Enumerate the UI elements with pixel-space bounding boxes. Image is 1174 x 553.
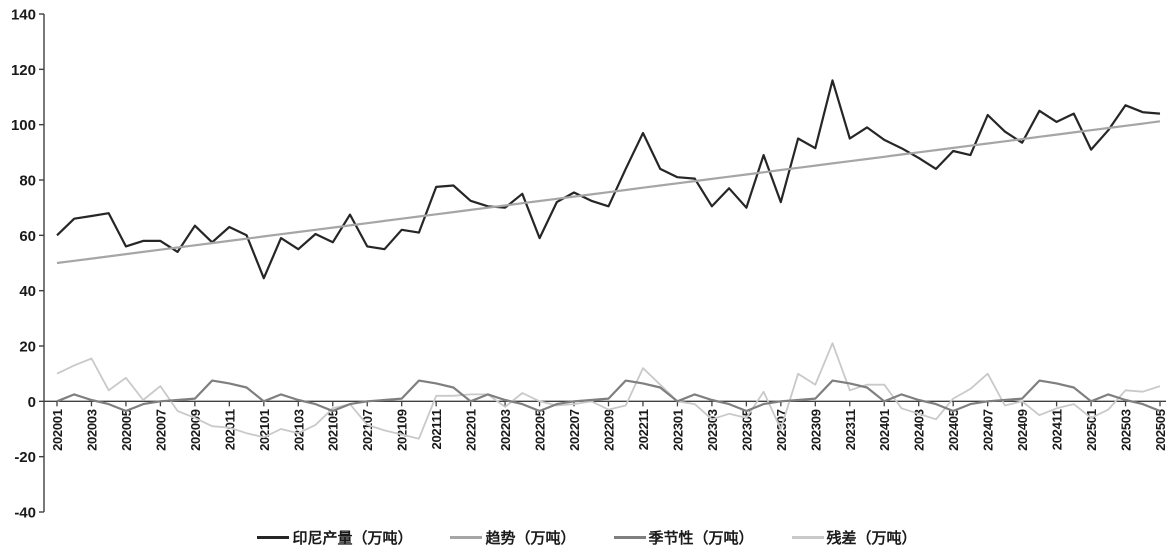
y-tick-label: -40 bbox=[14, 505, 36, 522]
x-tick-label: 202111 bbox=[429, 409, 444, 449]
x-tick-label: 202003 bbox=[84, 409, 99, 451]
x-tick-label: 202001 bbox=[50, 409, 65, 451]
x-tick-label: 202501 bbox=[1084, 409, 1099, 451]
x-tick-label: 202103 bbox=[291, 409, 306, 451]
y-tick-label: 20 bbox=[19, 339, 36, 356]
legend-label-production: 印尼产量（万吨） bbox=[292, 529, 413, 547]
y-tick-label: 80 bbox=[19, 173, 36, 190]
x-tick-label: 202207 bbox=[567, 409, 582, 451]
x-tick-label: 202505 bbox=[1153, 409, 1168, 451]
x-tick-label: 202211 bbox=[636, 409, 651, 450]
x-tick-label: 202101 bbox=[257, 409, 272, 451]
legend-item-production: 印尼产量（万吨） bbox=[257, 527, 412, 548]
series-line-residual bbox=[56, 342, 1161, 440]
x-tick-label: 202203 bbox=[498, 409, 513, 451]
x-tick-label: 202403 bbox=[912, 409, 927, 451]
x-tick-label: 202405 bbox=[946, 409, 961, 451]
y-tick-label: 60 bbox=[19, 228, 36, 245]
x-tick-label: 202011 bbox=[222, 409, 237, 450]
y-tick-label: 140 bbox=[11, 7, 36, 24]
series-line-seasonality bbox=[56, 379, 1161, 413]
x-tick-label: 202309 bbox=[808, 409, 823, 451]
legend-item-trend: 趋势（万吨） bbox=[450, 527, 576, 548]
y-tick-label: 100 bbox=[11, 117, 36, 134]
legend-item-residual: 残差（万吨） bbox=[791, 527, 917, 548]
x-tick-label: 202205 bbox=[533, 409, 548, 451]
x-tick-label: 202307 bbox=[774, 409, 789, 451]
x-tick-label: 202305 bbox=[739, 409, 754, 451]
y-tick-label: 0 bbox=[28, 394, 36, 411]
x-tick-label: 202007 bbox=[153, 409, 168, 451]
legend-label-trend: 趋势（万吨） bbox=[485, 529, 576, 547]
seasonality-line-swatch bbox=[613, 535, 646, 539]
x-tick-label: 202005 bbox=[119, 409, 134, 451]
x-tick-label: 202303 bbox=[705, 409, 720, 451]
legend-item-seasonality: 季节性（万吨） bbox=[613, 527, 754, 548]
x-tick-label: 202105 bbox=[326, 409, 341, 451]
y-tick-label: -20 bbox=[14, 449, 36, 466]
series-line-trend bbox=[56, 120, 1161, 265]
y-tick-label: 40 bbox=[19, 283, 36, 300]
x-tick-label: 202301 bbox=[670, 409, 685, 451]
x-tick-label: 202109 bbox=[395, 409, 410, 451]
x-tick-label: 202409 bbox=[1015, 409, 1030, 451]
chart-legend: 印尼产量（万吨） 趋势（万吨） 季节性（万吨） 残差（万吨） bbox=[0, 523, 1174, 551]
y-tick-label: 120 bbox=[11, 62, 36, 79]
x-tick-label: 202311 bbox=[843, 409, 858, 450]
residual-line-swatch bbox=[791, 535, 824, 539]
x-tick-label: 202503 bbox=[1119, 409, 1134, 451]
legend-label-residual: 残差（万吨） bbox=[826, 529, 917, 547]
x-tick-label: 202209 bbox=[602, 409, 617, 451]
trend-line-swatch bbox=[450, 535, 483, 539]
x-tick-label: 202411 bbox=[1050, 409, 1065, 450]
x-tick-label: 202407 bbox=[981, 409, 996, 451]
y-axis-ticks: -40 -20 0 20 40 60 80 100 120 140 bbox=[11, 7, 44, 522]
axes bbox=[43, 14, 1167, 513]
x-tick-label: 202201 bbox=[464, 409, 479, 451]
production-line-swatch bbox=[257, 535, 290, 539]
legend-label-seasonality: 季节性（万吨） bbox=[648, 529, 754, 547]
x-tick-label: 202107 bbox=[360, 409, 375, 451]
series-line-production bbox=[56, 79, 1161, 280]
x-tick-label: 202401 bbox=[877, 409, 892, 451]
